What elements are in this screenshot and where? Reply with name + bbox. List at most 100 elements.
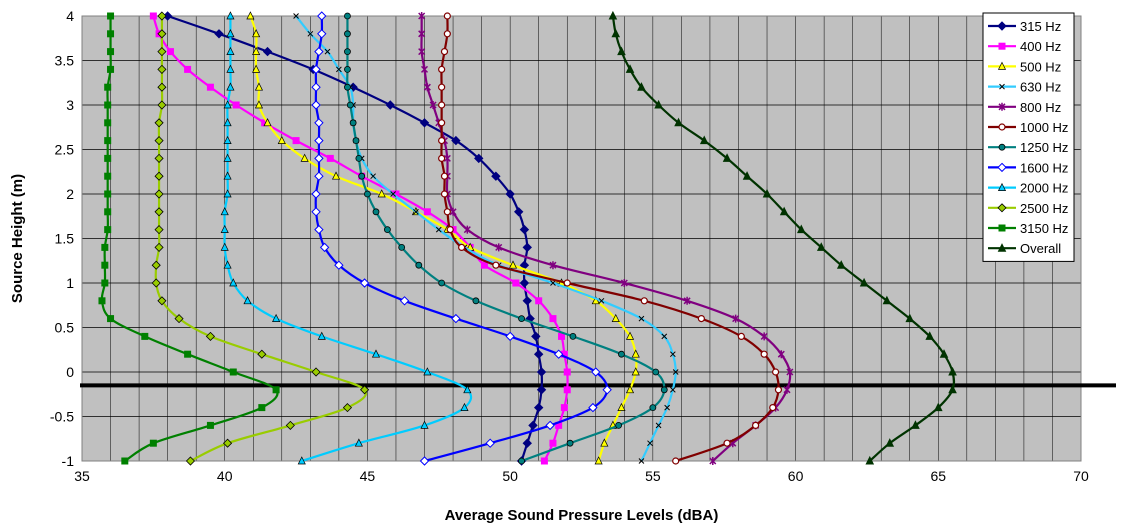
- data-point: [631, 349, 640, 358]
- y-tick-label: 4: [66, 8, 74, 24]
- data-point: [638, 458, 645, 464]
- data-point: [672, 457, 680, 465]
- series-2500-hz: [151, 11, 370, 466]
- data-point: [418, 47, 426, 56]
- data-point: [226, 11, 235, 20]
- data-point: [611, 313, 620, 322]
- data-point: [104, 172, 112, 180]
- data-point: [769, 404, 777, 412]
- y-axis-title: Source Height (m): [9, 174, 26, 303]
- data-point: [104, 101, 112, 109]
- data-point: [157, 29, 167, 39]
- y-tick-label: 2: [66, 186, 74, 202]
- data-point: [440, 47, 449, 56]
- data-point: [151, 260, 161, 270]
- data-point: [440, 172, 449, 180]
- data-point: [859, 277, 869, 287]
- legend-item: 2500 Hz: [988, 201, 1068, 216]
- data-point: [440, 190, 449, 198]
- data-point: [669, 351, 676, 358]
- data-point: [505, 331, 515, 342]
- data-point: [223, 100, 232, 109]
- data-point: [154, 171, 164, 181]
- data-point: [505, 189, 515, 199]
- data-point: [774, 386, 783, 394]
- data-point: [723, 439, 731, 447]
- data-point: [594, 456, 603, 465]
- data-point: [933, 402, 943, 412]
- data-point: [549, 315, 557, 323]
- data-point: [243, 296, 252, 305]
- data-point: [371, 349, 381, 358]
- legend-item: 400 Hz: [988, 39, 1061, 54]
- data-point: [319, 242, 330, 253]
- data-point: [620, 279, 628, 287]
- data-point: [560, 404, 568, 412]
- data-point: [311, 367, 321, 377]
- legend-item: 3150 Hz: [988, 221, 1068, 236]
- data-point: [420, 420, 429, 429]
- data-point: [882, 295, 892, 305]
- data-point: [451, 313, 461, 324]
- data-point: [223, 153, 232, 162]
- data-point: [262, 46, 273, 57]
- data-point: [344, 83, 351, 91]
- data-point: [418, 29, 426, 38]
- data-point: [999, 83, 1005, 90]
- data-point: [760, 350, 768, 358]
- data-point: [336, 66, 342, 73]
- data-point: [652, 368, 660, 376]
- legend-label: 500 Hz: [1020, 59, 1061, 74]
- data-point: [157, 100, 167, 110]
- data-point: [522, 296, 532, 306]
- data-point: [314, 118, 324, 128]
- data-point: [463, 225, 471, 234]
- data-point: [463, 385, 472, 394]
- y-tick-label: 1: [66, 275, 74, 291]
- data-point: [786, 368, 794, 376]
- data-point: [536, 367, 547, 377]
- data-point: [435, 226, 442, 233]
- data-point: [223, 135, 232, 144]
- data-point: [184, 350, 192, 358]
- legend-label: 2500 Hz: [1020, 201, 1068, 216]
- data-point: [355, 154, 363, 162]
- data-point: [522, 242, 532, 253]
- data-point: [948, 384, 957, 394]
- data-point: [226, 64, 235, 73]
- series-800-hz: [418, 12, 794, 465]
- data-point: [655, 422, 662, 429]
- data-point: [377, 189, 386, 198]
- data-point: [121, 457, 129, 465]
- data-point: [420, 65, 429, 74]
- data-point: [413, 208, 419, 215]
- data-point: [157, 82, 167, 92]
- data-point: [438, 154, 446, 162]
- x-tick-label: 40: [217, 468, 233, 484]
- data-point: [252, 64, 261, 73]
- series-layer: [98, 10, 957, 466]
- data-point: [625, 331, 635, 340]
- series-1250-hz: [344, 12, 668, 465]
- data-point: [157, 11, 167, 21]
- data-point: [638, 315, 645, 322]
- data-point: [154, 136, 164, 146]
- data-point: [545, 420, 555, 431]
- legend-label: 1000 Hz: [1020, 120, 1068, 135]
- data-point: [491, 171, 501, 181]
- data-point: [533, 402, 544, 413]
- data-point: [184, 65, 192, 73]
- series-overall: [608, 10, 957, 465]
- data-point: [344, 30, 351, 38]
- legend-label: 1250 Hz: [1020, 140, 1068, 155]
- data-point: [154, 153, 164, 163]
- data-point: [220, 242, 229, 251]
- data-point: [419, 456, 430, 466]
- data-point: [98, 297, 106, 305]
- data-point: [563, 279, 571, 287]
- data-point: [997, 203, 1007, 213]
- legend-item: 1000 Hz: [988, 120, 1068, 135]
- data-point: [569, 332, 577, 340]
- data-point: [885, 438, 895, 447]
- data-point: [370, 173, 376, 180]
